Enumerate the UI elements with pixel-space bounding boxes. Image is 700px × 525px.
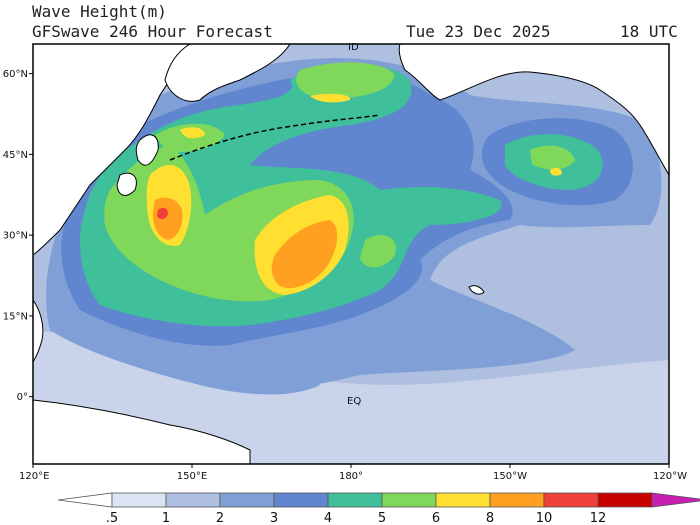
forecast-time: 18 UTC: [620, 22, 678, 41]
colorbar-label: 6: [432, 511, 440, 525]
lon-tick-label: 150°W: [493, 471, 527, 482]
colorbar-segment: [219, 492, 275, 508]
lat-tick-label: 45°N: [3, 150, 28, 161]
colorbar-segment: [489, 492, 545, 508]
colorbar-over-triangle: [651, 492, 700, 508]
colorbar-segment: [543, 492, 599, 508]
lon-tick-label: 120°W: [653, 471, 687, 482]
colorbar-under-triangle: [57, 492, 113, 508]
colorbar-segment: [597, 492, 653, 508]
colorbar-label: 3: [270, 511, 278, 525]
colorbar-label: 12: [590, 511, 607, 525]
colorbar-label: 4: [324, 511, 332, 525]
kamchatka-landmass: [33, 44, 291, 102]
colorbar-label: 2: [216, 511, 224, 525]
map-subtitle: GFSwave 246 Hour Forecast: [32, 22, 273, 41]
equator-label: EQ: [347, 396, 361, 407]
latitude-axis: 60°N 45°N 30°N 15°N 0°: [3, 69, 33, 403]
colorbar-segment: [273, 492, 329, 508]
colorbar-segment: [435, 492, 491, 508]
map-title: Wave Height(m): [32, 2, 167, 21]
longitude-axis: 120°E 150°E 180° 150°W 120°W: [19, 464, 687, 482]
colorbar-segment: [327, 492, 383, 508]
colorbar-label: 10: [536, 511, 553, 525]
japan-island: [135, 134, 159, 166]
alaska-north-america-landmass: [398, 44, 669, 176]
lon-tick-label: 150°E: [177, 471, 207, 482]
id-label: ID: [348, 42, 359, 53]
swell-6-8m: [152, 197, 183, 240]
colorbar-label: 8: [486, 511, 494, 525]
lon-tick-label: 180°: [339, 471, 363, 482]
new-guinea-landmass: [33, 399, 251, 464]
colorbar-segment: [381, 492, 437, 508]
philippines-landmass: [33, 299, 44, 363]
date-line-boundary: [169, 114, 381, 161]
colorbar-segment: [165, 492, 221, 508]
colorbar: .5 1 2 3 4 5 6 8 10 12: [57, 492, 700, 525]
lat-tick-label: 15°N: [3, 311, 28, 322]
swell-8-10m: [157, 207, 168, 220]
colorbar-label: .5: [106, 511, 118, 525]
lat-tick-label: 0°: [17, 392, 28, 403]
colorbar-label: 5: [378, 511, 386, 525]
hawaii-islands: [468, 285, 485, 295]
colorbar-label: 1: [162, 511, 170, 525]
lon-tick-label: 120°E: [19, 471, 49, 482]
forecast-date: Tue 23 Dec 2025: [406, 22, 551, 41]
colorbar-segment: [111, 492, 167, 508]
lat-tick-label: 30°N: [3, 231, 28, 242]
map-field: [33, 44, 669, 464]
lat-tick-label: 60°N: [3, 69, 28, 80]
